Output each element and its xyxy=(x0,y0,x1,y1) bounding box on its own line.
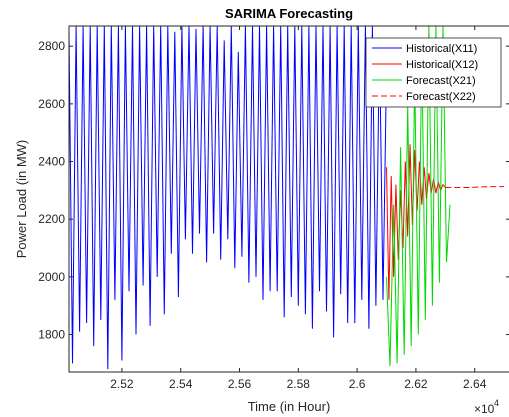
y-axis-label: Power Load (in MW) xyxy=(14,140,29,258)
series-layer xyxy=(69,26,505,370)
y-tick-label: 2600 xyxy=(38,97,65,111)
x-tick-label: 2.58 xyxy=(287,377,311,391)
x-tick-label: 2.62 xyxy=(404,377,428,391)
legend: Historical(X11) Historical(X12) Forecast(X… xyxy=(365,37,502,108)
legend-label: Forecast(X21) xyxy=(406,75,476,87)
legend-label: Forecast(X22) xyxy=(406,91,476,103)
y-tick-label: 2000 xyxy=(38,270,65,284)
x-tick-label: 2.52 xyxy=(110,377,134,391)
x-exponent-label: ×10 xyxy=(474,402,495,416)
axes-box xyxy=(68,25,509,373)
x-tick-label: 2.54 xyxy=(169,377,193,391)
x-tick-label: 2.56 xyxy=(228,377,252,391)
x-tick-label: 2.6 xyxy=(349,377,366,391)
y-tick-label: 2400 xyxy=(38,155,65,169)
legend-items: Historical(X11) Historical(X12) Forecast(X… xyxy=(372,43,478,103)
legend-box xyxy=(365,37,502,108)
x-tick-label: 2.64 xyxy=(463,377,487,391)
chart-title: SARIMA Forecasting xyxy=(225,6,353,21)
legend-label: Historical(X12) xyxy=(406,59,478,71)
y-tick-label: 2200 xyxy=(38,212,65,226)
series-line-1 xyxy=(69,26,387,370)
series-line-4 xyxy=(445,186,505,188)
y-tick-label: 2800 xyxy=(38,39,65,53)
ticks-layer: 2.52 2.54 2.56 2.58 2.6 2.62 2.64 1800 2000 2200 2… xyxy=(38,26,509,391)
legend-label: Historical(X11) xyxy=(406,43,477,55)
y-tick-label: 1800 xyxy=(38,328,65,342)
series-line-3 xyxy=(386,26,451,367)
x-axis-label: Time (in Hour) xyxy=(248,399,331,414)
x-exponent-power: 4 xyxy=(494,398,499,408)
